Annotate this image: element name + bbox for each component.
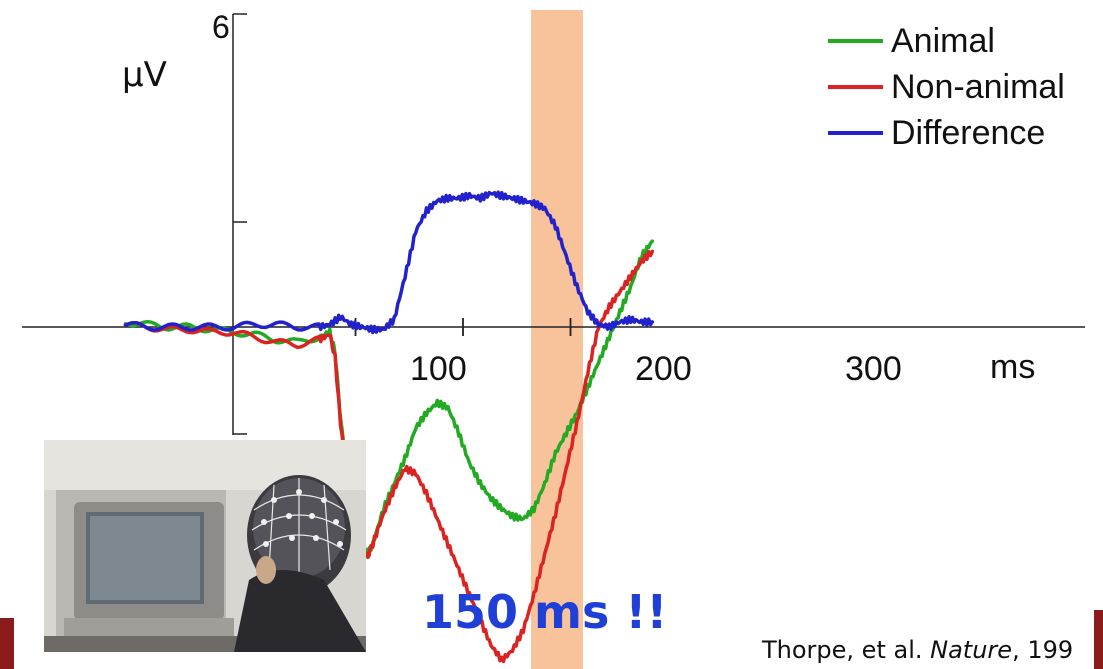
series-line-difference bbox=[123, 190, 655, 335]
legend-label-animal: Animal bbox=[891, 21, 995, 60]
citation-authors: Thorpe, et al. bbox=[762, 636, 923, 664]
citation-year: 199 bbox=[1027, 636, 1074, 664]
chart-axes: 6 μV 100 200 300 ms bbox=[22, 9, 1085, 435]
series-line-non-animal bbox=[123, 249, 655, 664]
series-line-animal bbox=[123, 239, 655, 559]
legend-item-difference: Difference bbox=[828, 110, 1065, 156]
legend-label-non-animal: Non-animal bbox=[891, 67, 1065, 106]
latency-callout: 150 ms !! bbox=[422, 585, 668, 639]
slide-footer-bar-right bbox=[1094, 610, 1103, 669]
legend-swatch-animal bbox=[828, 39, 883, 43]
x-unit-label: ms bbox=[990, 348, 1035, 386]
y-tick-label-6: 6 bbox=[212, 9, 230, 45]
legend-item-non-animal: Non-animal bbox=[828, 64, 1065, 110]
x-tick-label-100: 100 bbox=[410, 350, 467, 388]
legend-swatch-non-animal bbox=[828, 85, 883, 89]
chart-legend: Animal Non-animal Difference bbox=[828, 18, 1065, 156]
eeg-subject-photo bbox=[44, 440, 366, 652]
citation: Thorpe, et al. Nature, 199 bbox=[762, 636, 1073, 664]
slide-footer-bar-left bbox=[0, 618, 14, 669]
citation-comma: , bbox=[1012, 636, 1028, 664]
y-unit-label: μV bbox=[122, 55, 167, 95]
x-tick-label-300: 300 bbox=[845, 350, 902, 388]
citation-journal: Nature bbox=[930, 636, 1013, 664]
legend-item-animal: Animal bbox=[828, 18, 1065, 64]
legend-swatch-difference bbox=[828, 131, 883, 135]
x-tick-label-200: 200 bbox=[635, 350, 692, 388]
legend-label-difference: Difference bbox=[891, 113, 1046, 152]
highlight-band-150ms bbox=[531, 10, 583, 669]
